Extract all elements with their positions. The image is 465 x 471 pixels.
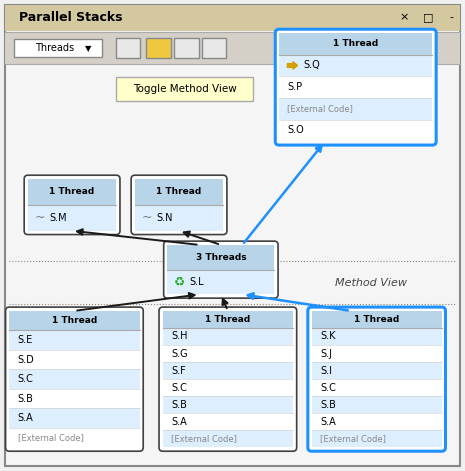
Bar — [279, 98, 432, 120]
Text: S.N: S.N — [156, 213, 173, 223]
Text: [External Code]: [External Code] — [171, 434, 237, 443]
Text: 1 Thread: 1 Thread — [156, 187, 202, 196]
Bar — [279, 120, 432, 141]
Bar — [163, 396, 293, 414]
Bar — [9, 311, 140, 330]
Text: S.O: S.O — [287, 125, 304, 136]
FancyBboxPatch shape — [5, 5, 460, 466]
FancyBboxPatch shape — [6, 307, 143, 451]
Text: [External Code]: [External Code] — [287, 104, 353, 114]
Bar — [9, 408, 140, 428]
Bar — [279, 76, 432, 98]
FancyBboxPatch shape — [308, 307, 445, 451]
Text: ~: ~ — [142, 211, 152, 224]
FancyBboxPatch shape — [164, 241, 278, 298]
Bar — [9, 330, 140, 350]
Bar — [312, 430, 442, 447]
FancyBboxPatch shape — [146, 38, 171, 58]
Bar — [279, 33, 432, 55]
Bar — [163, 328, 293, 345]
Text: 3 Threads: 3 Threads — [196, 253, 246, 262]
Text: Parallel Stacks: Parallel Stacks — [19, 11, 122, 24]
Text: ×: × — [400, 12, 409, 23]
Bar — [163, 414, 293, 430]
FancyBboxPatch shape — [116, 77, 253, 101]
Text: 1 Thread: 1 Thread — [49, 187, 95, 196]
Text: Method View: Method View — [335, 277, 407, 288]
FancyBboxPatch shape — [159, 307, 297, 451]
Bar — [167, 269, 274, 294]
Text: S.I: S.I — [320, 365, 332, 375]
Bar — [135, 205, 223, 231]
Bar — [312, 328, 442, 345]
Bar — [135, 179, 223, 205]
Bar — [9, 389, 140, 408]
Text: S.A: S.A — [320, 417, 336, 427]
Bar — [9, 369, 140, 389]
Text: [External Code]: [External Code] — [320, 434, 386, 443]
Bar — [163, 430, 293, 447]
Text: □: □ — [423, 12, 433, 23]
Bar — [312, 311, 442, 328]
FancyArrow shape — [287, 62, 298, 69]
Bar — [312, 345, 442, 362]
Bar — [163, 362, 293, 379]
FancyBboxPatch shape — [24, 175, 120, 235]
Text: 1 Thread: 1 Thread — [333, 39, 379, 49]
Text: S.C: S.C — [171, 383, 187, 393]
Bar — [312, 379, 442, 396]
Bar — [28, 205, 116, 231]
Text: S.K: S.K — [320, 332, 335, 341]
Text: -: - — [449, 12, 453, 23]
FancyBboxPatch shape — [5, 32, 460, 64]
Text: S.F: S.F — [171, 365, 186, 375]
FancyBboxPatch shape — [174, 38, 199, 58]
Text: S.Q: S.Q — [304, 60, 320, 71]
Text: 1 Thread: 1 Thread — [205, 315, 251, 324]
Text: S.B: S.B — [320, 400, 336, 410]
Bar — [163, 311, 293, 328]
Text: S.J: S.J — [320, 349, 332, 358]
FancyBboxPatch shape — [5, 5, 460, 31]
Text: S.B: S.B — [18, 394, 33, 404]
Bar — [312, 414, 442, 430]
Text: S.C: S.C — [320, 383, 336, 393]
Bar — [163, 345, 293, 362]
Text: Toggle Method View: Toggle Method View — [133, 84, 237, 94]
Text: S.C: S.C — [18, 374, 33, 384]
FancyBboxPatch shape — [116, 38, 140, 58]
Text: ▼: ▼ — [85, 43, 92, 53]
Text: S.P: S.P — [287, 82, 303, 92]
Bar — [312, 362, 442, 379]
Text: S.D: S.D — [18, 355, 34, 365]
Bar — [28, 179, 116, 205]
FancyBboxPatch shape — [202, 38, 226, 58]
Text: 1 Thread: 1 Thread — [52, 316, 97, 325]
Text: [External Code]: [External Code] — [18, 433, 84, 442]
FancyBboxPatch shape — [131, 175, 227, 235]
Text: S.H: S.H — [171, 332, 187, 341]
Bar — [279, 55, 432, 76]
Text: S.E: S.E — [18, 335, 33, 345]
Bar — [9, 350, 140, 369]
Bar — [312, 396, 442, 414]
Bar — [167, 245, 274, 269]
FancyBboxPatch shape — [14, 39, 102, 57]
Text: S.B: S.B — [171, 400, 187, 410]
Text: S.A: S.A — [18, 413, 33, 423]
Text: Threads: Threads — [35, 43, 74, 53]
Bar — [163, 379, 293, 396]
Text: S.A: S.A — [171, 417, 187, 427]
Text: S.G: S.G — [171, 349, 188, 358]
Text: S.L: S.L — [190, 277, 204, 287]
Text: ~: ~ — [35, 211, 45, 224]
Text: 1 Thread: 1 Thread — [354, 315, 399, 324]
Bar — [9, 428, 140, 447]
Text: ♻: ♻ — [174, 276, 185, 289]
FancyBboxPatch shape — [275, 29, 436, 145]
Text: S.M: S.M — [49, 213, 67, 223]
